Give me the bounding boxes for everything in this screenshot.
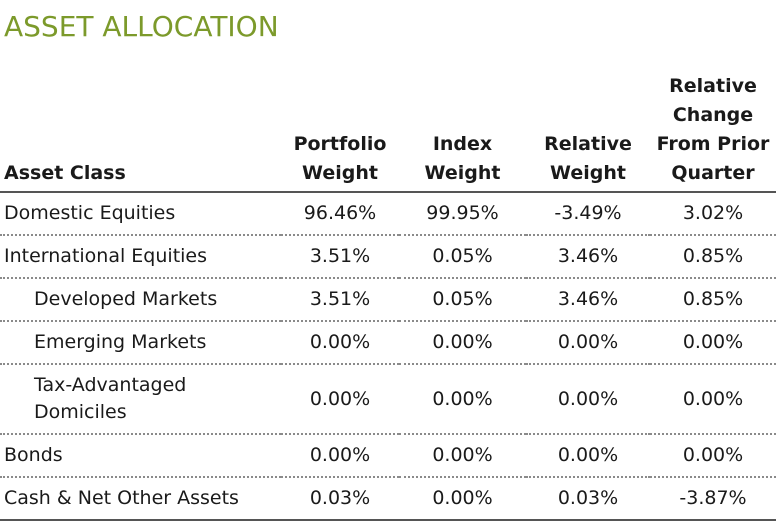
portfolio-weight-cell: 0.00%	[281, 364, 399, 435]
index-weight-cell: 0.00%	[399, 364, 526, 435]
index-weight-cell: 0.00%	[399, 321, 526, 365]
table-row: Developed Markets 3.51% 0.05% 3.46% 0.85…	[0, 278, 776, 322]
portfolio-weight-cell: 3.51%	[281, 235, 399, 279]
asset-class-cell: Bonds	[0, 434, 281, 478]
relative-change-cell: 0.00%	[650, 321, 776, 365]
relative-change-cell: 0.85%	[650, 278, 776, 322]
header-portfolio-weight: Portfolio Weight	[281, 72, 399, 193]
asset-allocation-table: Asset Class Portfolio Weight Index Weigh…	[0, 72, 776, 521]
index-weight-cell: 0.00%	[399, 434, 526, 478]
table-row: International Equities 3.51% 0.05% 3.46%…	[0, 235, 776, 279]
relative-weight-cell: 3.46%	[526, 278, 650, 322]
relative-weight-cell: -3.49%	[526, 192, 650, 236]
index-weight-cell: 0.05%	[399, 278, 526, 322]
table-row: Emerging Markets 0.00% 0.00% 0.00% 0.00%	[0, 321, 776, 365]
header-index-weight: Index Weight	[399, 72, 526, 193]
relative-weight-cell: 3.46%	[526, 235, 650, 279]
index-weight-cell: 0.00%	[399, 477, 526, 521]
header-relative-weight: Relative Weight	[526, 72, 650, 193]
relative-change-cell: 3.02%	[650, 192, 776, 236]
table-row: Domestic Equities 96.46% 99.95% -3.49% 3…	[0, 192, 776, 236]
portfolio-weight-cell: 0.03%	[281, 477, 399, 521]
asset-class-cell: Cash & Net Other Assets	[0, 477, 281, 521]
header-asset-class: Asset Class	[0, 72, 281, 193]
relative-weight-cell: 0.03%	[526, 477, 650, 521]
relative-change-cell: 0.00%	[650, 364, 776, 435]
header-relative-change: Relative Change From Prior Quarter	[650, 72, 776, 193]
header-row: Asset Class Portfolio Weight Index Weigh…	[0, 72, 776, 193]
asset-class-cell: Emerging Markets	[0, 321, 281, 365]
asset-class-cell: Tax-Advantaged Domiciles	[0, 364, 281, 435]
relative-change-cell: 0.00%	[650, 434, 776, 478]
page-title: ASSET ALLOCATION	[4, 10, 279, 43]
relative-weight-cell: 0.00%	[526, 364, 650, 435]
asset-class-cell: Domestic Equities	[0, 192, 281, 236]
asset-class-cell: Developed Markets	[0, 278, 281, 322]
relative-change-cell: -3.87%	[650, 477, 776, 521]
table-row: Bonds 0.00% 0.00% 0.00% 0.00%	[0, 434, 776, 478]
portfolio-weight-cell: 96.46%	[281, 192, 399, 236]
relative-change-cell: 0.85%	[650, 235, 776, 279]
portfolio-weight-cell: 0.00%	[281, 321, 399, 365]
table-row: Tax-Advantaged Domiciles 0.00% 0.00% 0.0…	[0, 364, 776, 435]
table-row: Cash & Net Other Assets 0.03% 0.00% 0.03…	[0, 477, 776, 521]
portfolio-weight-cell: 0.00%	[281, 434, 399, 478]
index-weight-cell: 0.05%	[399, 235, 526, 279]
relative-weight-cell: 0.00%	[526, 434, 650, 478]
portfolio-weight-cell: 3.51%	[281, 278, 399, 322]
asset-class-cell: International Equities	[0, 235, 281, 279]
index-weight-cell: 99.95%	[399, 192, 526, 236]
relative-weight-cell: 0.00%	[526, 321, 650, 365]
